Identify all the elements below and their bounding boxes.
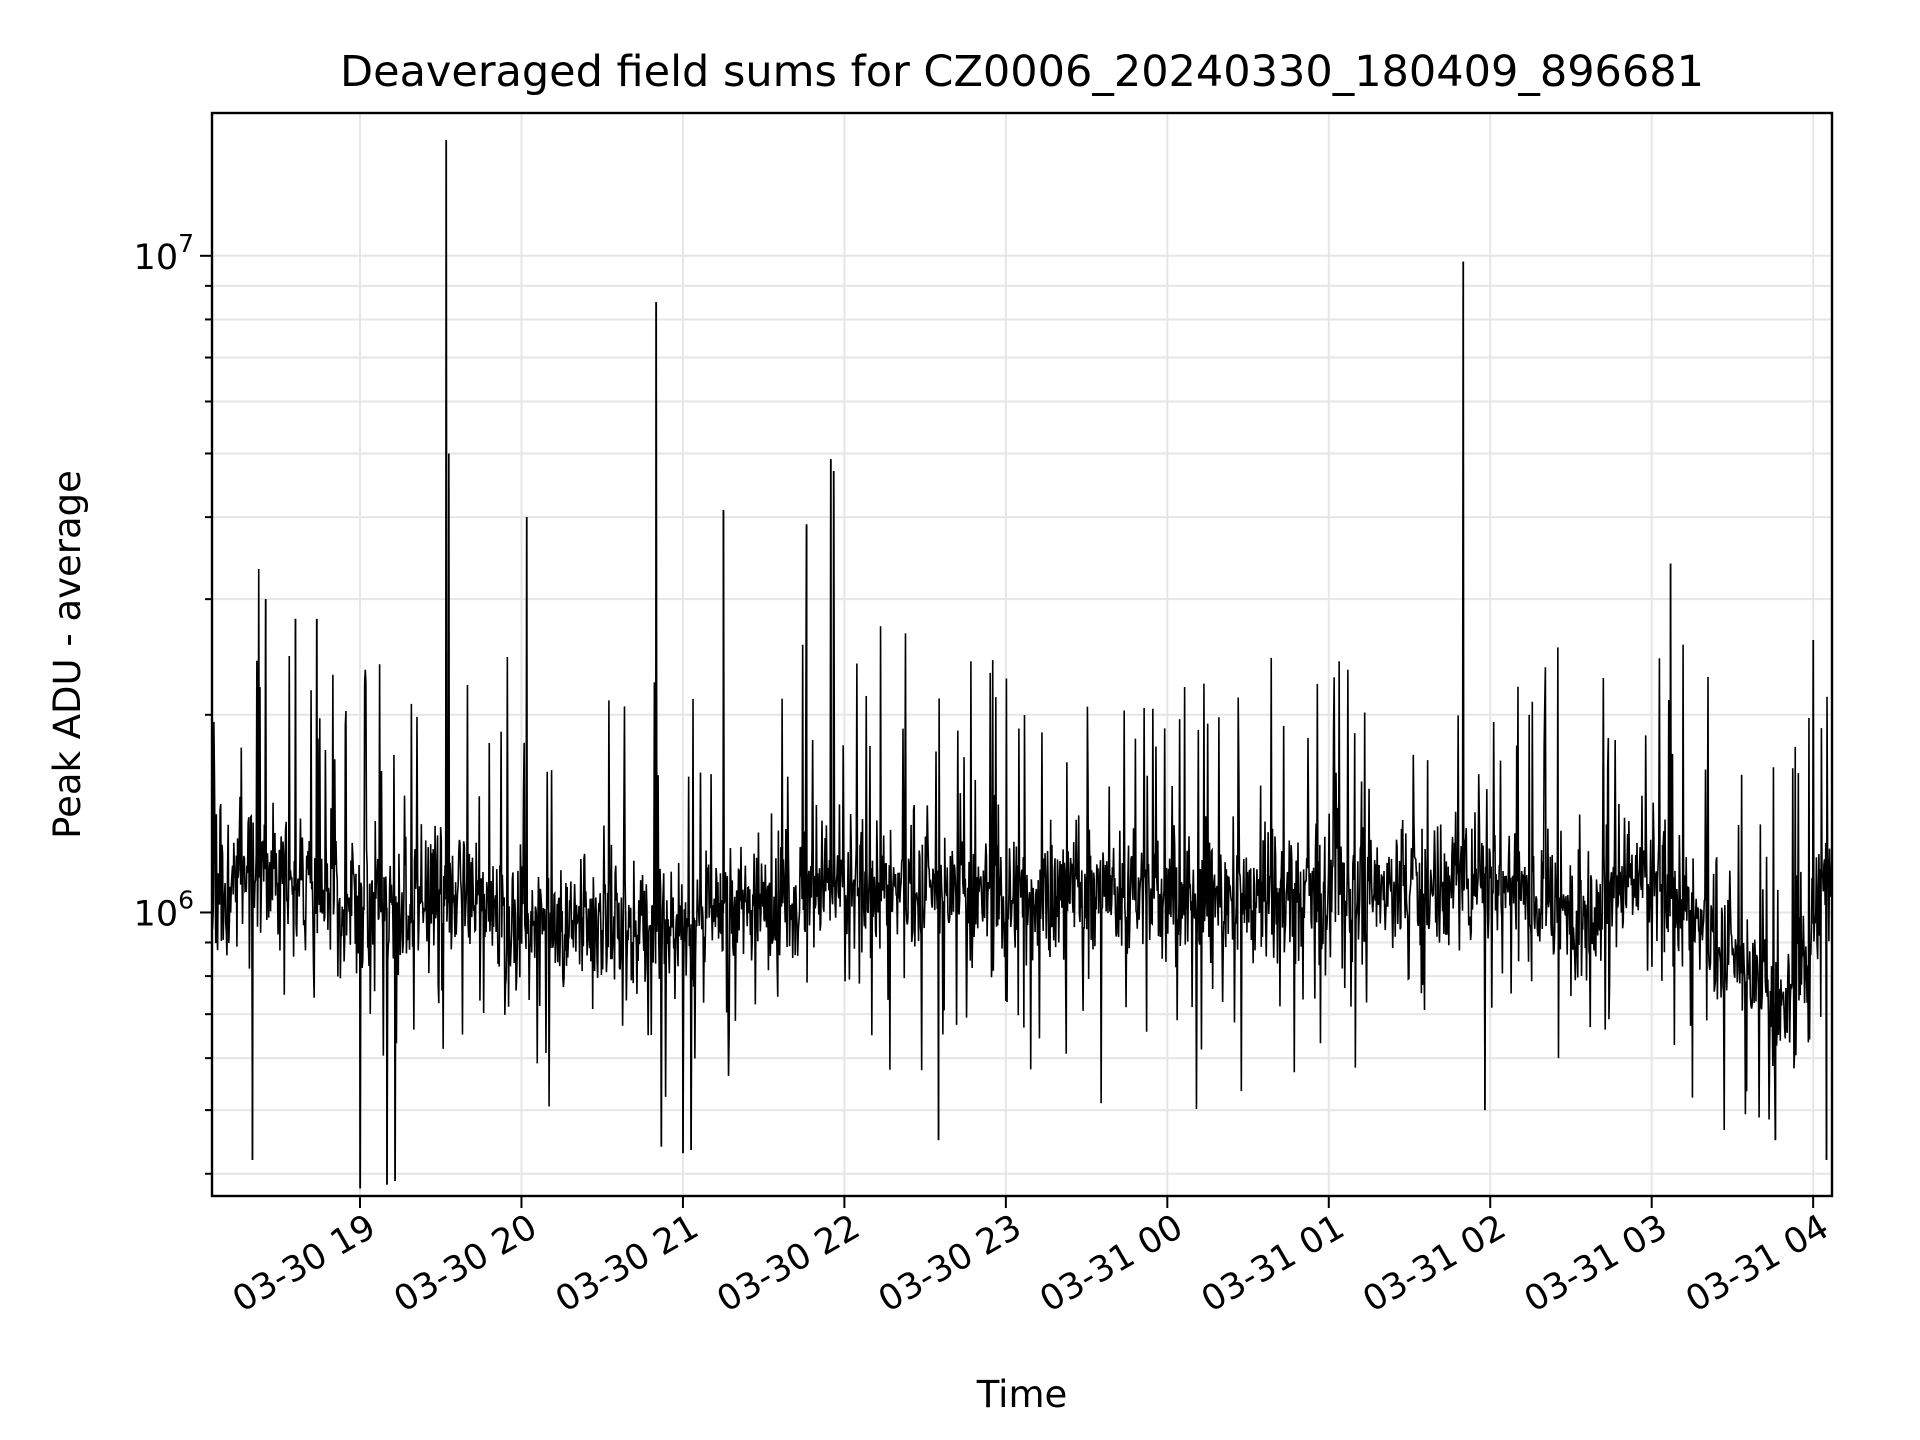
- series-layer: [211, 140, 1833, 1189]
- y-tick-label: 107: [134, 229, 194, 278]
- x-axis-label: Time: [976, 1373, 1068, 1416]
- y-tick-label-base: 10: [134, 894, 179, 934]
- series-line: [211, 140, 1833, 1189]
- y-tick-label-exponent: 7: [178, 229, 194, 258]
- y-axis-label: Peak ADU - average: [46, 470, 89, 839]
- y-tick-label: 106: [134, 885, 194, 934]
- plot-frame: [210, 111, 1834, 1198]
- chart-title: Deaveraged field sums for CZ0006_2024033…: [340, 47, 1704, 97]
- y-tick-label-exponent: 6: [178, 885, 194, 914]
- y-tick-label-base: 10: [134, 238, 179, 278]
